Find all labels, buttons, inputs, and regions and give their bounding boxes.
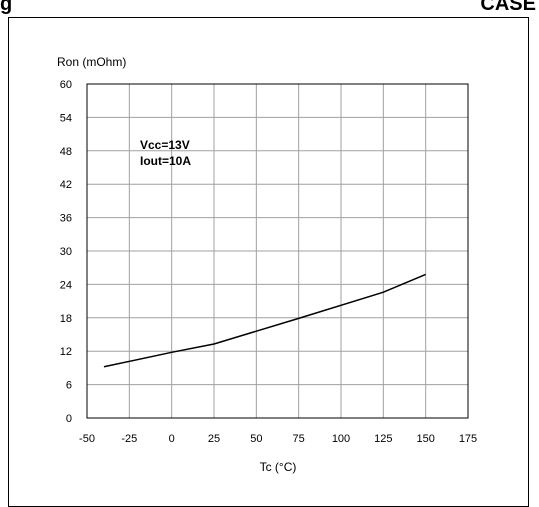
y-tick-label: 30 [60,246,72,258]
x-tick-label: 0 [169,433,175,445]
x-tick-label: 50 [250,433,262,445]
y-tick-label: 0 [66,413,72,425]
x-tick-label: -25 [121,433,137,445]
y-tick-label: 18 [60,313,72,325]
x-tick-label: 150 [416,433,434,445]
series-line [103,273,426,368]
x-tick-label: 25 [208,433,220,445]
annotation: Vcc=13V [140,138,190,152]
y-tick-label: 54 [60,112,72,124]
x-tick-label: 175 [459,433,477,445]
annotation: Iout=10A [140,154,191,168]
x-tick-label: 125 [374,433,392,445]
x-axis-label: Tc (°C) [260,460,297,474]
x-tick-labels: -50 -25 0 25 50 75 100 125 150 175 [79,433,477,445]
y-tick-label: 6 [66,380,72,392]
y-axis-label: Ron (mOhm) [57,55,126,69]
series-group [103,273,426,368]
y-tick-label: 60 [60,79,72,91]
x-tick-label: -50 [79,433,95,445]
y-tick-label: 42 [60,179,72,191]
header-fragment-left: g [0,0,13,15]
grid [87,84,468,418]
annotations: Vcc=13V Iout=10A [140,138,191,168]
y-tick-label: 48 [60,146,72,158]
y-tick-labels: 0 6 12 18 24 30 36 42 48 54 60 [60,79,72,425]
x-tick-label: 75 [293,433,305,445]
y-tick-label: 36 [60,213,72,225]
x-tick-label: 100 [332,433,350,445]
y-tick-label: 12 [60,346,72,358]
y-tick-label: 24 [60,279,72,291]
chart: Ron (mOhm) Tc (°C) 06121824303642485460 … [57,55,477,474]
header-fragment-right: CASE [480,0,536,15]
plot-area [86,83,469,419]
